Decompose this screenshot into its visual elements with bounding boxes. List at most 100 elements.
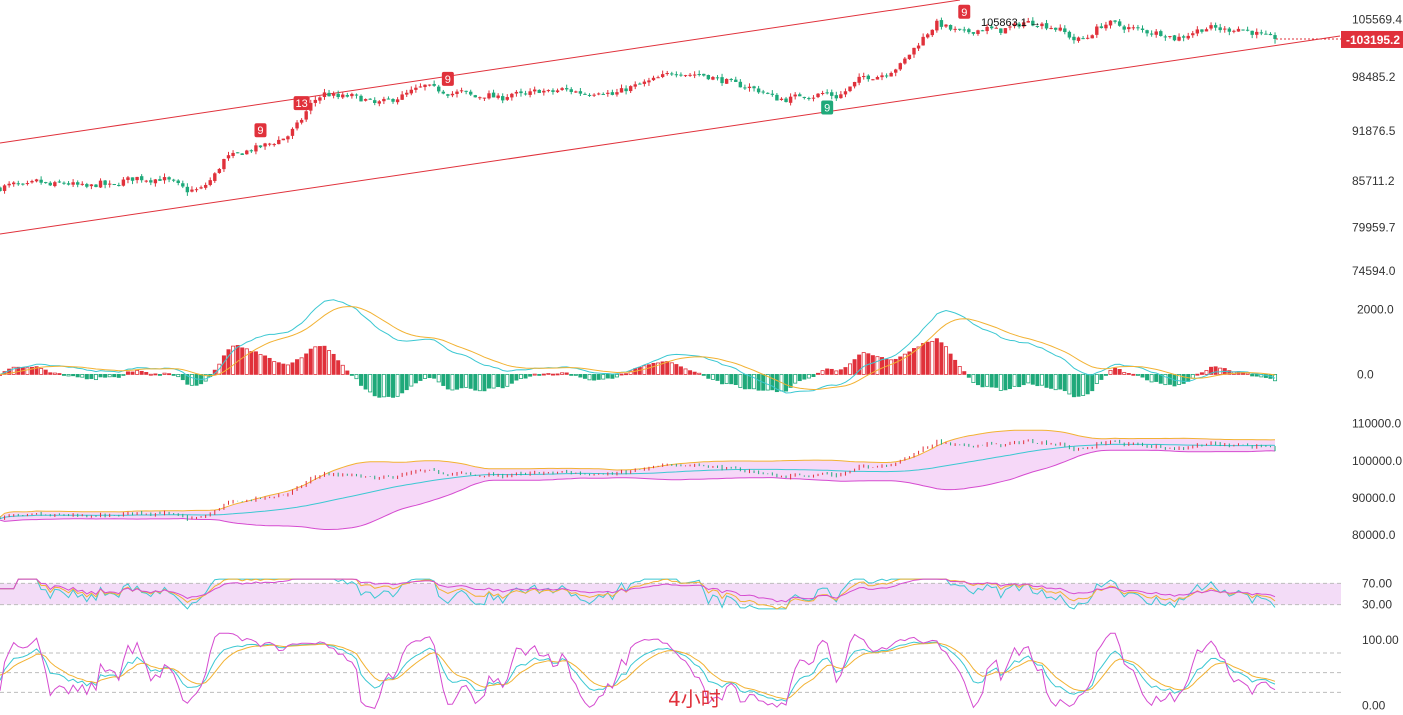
macd-histogram-bar (793, 374, 798, 384)
macd-histogram-bar (998, 374, 1003, 391)
macd-histogram-bar (43, 369, 48, 375)
macd-histogram-bar (468, 374, 473, 389)
macd-histogram-bar (852, 359, 857, 375)
macd-histogram-bar (386, 374, 391, 397)
macd-histogram-bar (148, 373, 153, 376)
candle-body (743, 87, 747, 89)
macd-histogram-bar (162, 372, 167, 375)
macd-histogram-bar (1122, 372, 1127, 375)
kdj-j-line (0, 632, 1276, 710)
candle-body (1186, 35, 1190, 39)
macd-histogram-bar (235, 345, 240, 375)
macd-histogram-bar (1145, 374, 1150, 381)
macd-histogram-bar (756, 374, 761, 391)
candle-body (999, 28, 1003, 33)
candle-body (354, 94, 359, 96)
candle-body (734, 79, 738, 82)
candle-body (1049, 28, 1053, 30)
candle-body (25, 183, 30, 185)
candle-body (395, 99, 400, 103)
macd-histogram-bar (317, 346, 322, 375)
macd-histogram-bar (710, 374, 715, 380)
macd-histogram-bar (11, 366, 16, 375)
candle-body (1227, 28, 1232, 32)
candle-body (1131, 27, 1136, 29)
macd-histogram-bar (820, 370, 825, 375)
candle-body (98, 180, 103, 188)
macd-histogram-bar (861, 352, 866, 375)
macd-histogram-bar (413, 374, 418, 384)
td-marker (293, 96, 310, 111)
candle-body (139, 176, 144, 181)
candle-body (564, 88, 569, 90)
candle-body (158, 179, 162, 181)
candle-body (1200, 29, 1204, 32)
candle-body (551, 90, 555, 92)
candle-body (427, 84, 432, 86)
macd-histogram-bar (706, 374, 711, 379)
candle-body (802, 96, 807, 98)
candle-body (405, 92, 409, 95)
candle-body (1140, 28, 1145, 30)
macd-histogram-bar (1017, 374, 1022, 388)
td-marker-label: 13 (295, 98, 307, 110)
macd-histogram-bar (715, 374, 720, 381)
macd-histogram-bar (587, 374, 592, 381)
macd-histogram-bar (943, 346, 948, 375)
macd-histogram-bar (651, 362, 656, 375)
macd-histogram-bar (518, 374, 523, 379)
candle-body (1067, 31, 1072, 38)
candle-body (1017, 23, 1021, 27)
candle-body (980, 30, 985, 32)
candle-body (583, 93, 587, 95)
candle-body (1268, 33, 1273, 36)
macd-histogram-bar (646, 364, 651, 375)
macd-histogram-bar (194, 374, 199, 386)
macd-histogram-bar (52, 372, 57, 375)
macd-histogram-bar (560, 372, 565, 375)
candle-body (729, 78, 733, 80)
candle-body (651, 77, 656, 81)
candle-body (843, 91, 848, 95)
candle-body (281, 138, 286, 141)
candle-body (295, 122, 299, 129)
macd-histogram-bar (724, 374, 729, 385)
candle-body (171, 179, 176, 181)
macd-histogram-bar (642, 365, 647, 375)
macd-histogram-bar (688, 370, 693, 375)
macd-histogram-bar (496, 374, 501, 388)
candle-body (596, 93, 601, 95)
candle-body (1035, 25, 1040, 27)
macd-histogram-bar (550, 373, 555, 376)
macd-histogram-bar (966, 374, 971, 378)
candle-body (542, 90, 546, 93)
candle-body (875, 77, 880, 80)
candle-body (784, 98, 788, 103)
candle-body (1012, 23, 1017, 27)
candle-body (107, 183, 112, 185)
macd-histogram-bar (925, 341, 930, 375)
rsi-tick-label: 30.00 (1362, 598, 1392, 612)
macd-histogram-bar (1021, 374, 1026, 386)
macd-histogram-bar (253, 351, 258, 375)
price-tick-label: 79959.7 (1352, 220, 1396, 234)
candle-body (455, 91, 459, 94)
macd-histogram-bar (1030, 374, 1035, 385)
macd-histogram-bar (1149, 374, 1154, 383)
macd-histogram-bar (509, 374, 514, 384)
macd-histogram-bar (0, 374, 3, 376)
macd-histogram-bar (569, 374, 574, 376)
bands-upper-line (0, 429, 1276, 518)
macd-histogram-bar (299, 357, 304, 375)
candle-body (217, 169, 222, 173)
candle-body (153, 179, 158, 184)
candle-body (258, 145, 263, 148)
candle-body (523, 93, 528, 95)
candle-body (290, 128, 295, 136)
candle-body (322, 92, 327, 98)
macd-histogram-bar (678, 366, 683, 375)
macd-tick-label: 0.0 (1357, 367, 1374, 381)
candle-body (688, 74, 692, 76)
candle-body (692, 74, 697, 76)
macd-histogram-bar (532, 373, 537, 376)
